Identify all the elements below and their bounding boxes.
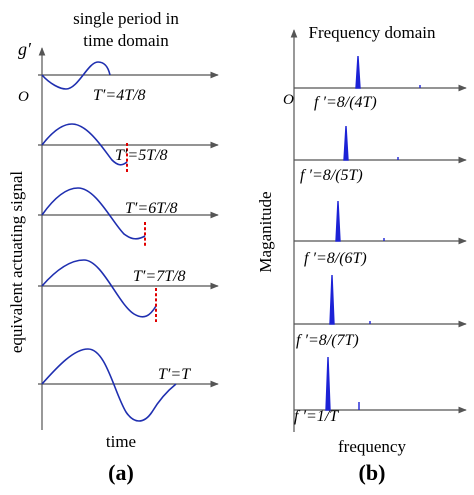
spectrum-label-4: f ′=8/(7T) [296, 332, 359, 349]
trace-label-4: T′=7T/8 [133, 268, 186, 285]
panel-b: Frequency domain O f ′=8/(4T) f ′=8/(5T)… [256, 23, 467, 485]
panel-b-header: Frequency domain [309, 23, 436, 42]
trace-label-5: T′=T [158, 366, 191, 383]
spectrum-peak-4 [329, 274, 335, 325]
panel-b-label: (b) [359, 460, 386, 485]
trace-label-3: T′=6T/8 [125, 200, 178, 217]
panel-b-x-label: frequency [338, 437, 406, 456]
waveform-1 [41, 61, 111, 90]
panel-a-origin: O [18, 89, 29, 105]
spectrum-label-2: f ′=8/(5T) [300, 167, 363, 184]
waveform-3 [41, 187, 146, 240]
spectrum-label-1: f ′=8/(4T) [314, 94, 377, 111]
panel-a: single period in time domain g′ O T′=4T/… [7, 9, 219, 485]
y-axis-symbol: g′ [18, 39, 32, 59]
trace-label-1: T′=4T/8 [93, 87, 146, 104]
panel-b-origin: O [283, 92, 294, 108]
waveform-2 [41, 123, 128, 166]
panel-a-y-label: equivalent actuating signal [7, 171, 26, 353]
spectrum-peak-2 [343, 125, 349, 161]
spectrum-label-5: f ′=1/T [294, 408, 339, 425]
panel-a-header-line2: time domain [83, 31, 169, 50]
panel-a-x-label: time [106, 432, 136, 451]
trace-label-2: T′=5T/8 [115, 147, 168, 164]
panel-b-y-label: Maganitude [256, 191, 275, 272]
spectrum-label-3: f ′=8/(6T) [304, 250, 367, 267]
waveform-5 [41, 348, 177, 422]
spectrum-peak-1 [355, 55, 361, 89]
waveform-4 [41, 259, 157, 318]
panel-a-label: (a) [108, 460, 134, 485]
panel-a-header-line1: single period in [73, 9, 179, 28]
spectrum-peak-3 [335, 200, 341, 242]
spectrum-peak-5 [325, 356, 331, 411]
